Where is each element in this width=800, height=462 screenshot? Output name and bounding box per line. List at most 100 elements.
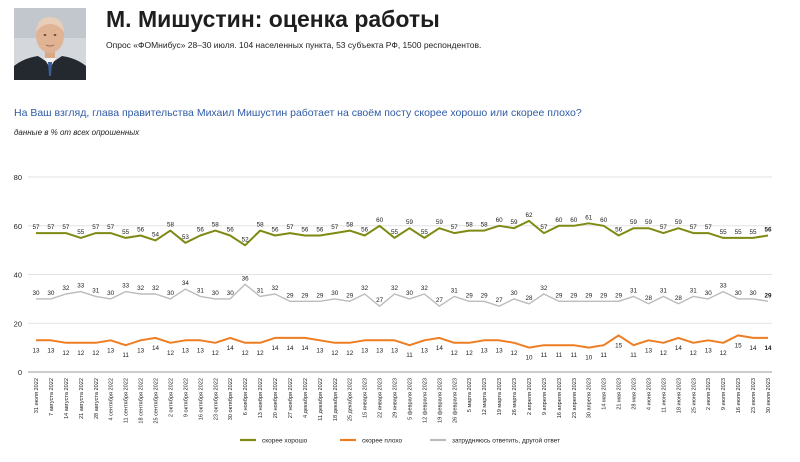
- data-label: 29: [481, 292, 489, 299]
- data-label: 31: [257, 287, 265, 294]
- data-label: 11: [556, 352, 563, 359]
- x-tick-label: 9 октября 2022: [183, 378, 189, 417]
- data-label: 12: [451, 350, 459, 357]
- x-tick-label: 11 июня 2023: [661, 378, 667, 413]
- data-label: 28: [675, 295, 683, 302]
- data-label: 34: [182, 280, 190, 287]
- data-label: 12: [62, 350, 70, 357]
- series-line: [36, 219, 769, 247]
- data-label: 30: [705, 290, 713, 297]
- data-label: 32: [62, 285, 70, 292]
- data-label: 13: [316, 347, 324, 354]
- data-label: 56: [227, 227, 235, 234]
- x-tick-label: 25 декабря 2022: [348, 378, 354, 421]
- data-label: 13: [107, 347, 115, 354]
- data-label: 33: [77, 283, 85, 290]
- x-tick-label: 25 июня 2023: [691, 378, 697, 413]
- legend-label: скорее хорошо: [262, 438, 308, 445]
- data-label: 60: [376, 217, 384, 224]
- data-label: 59: [630, 219, 638, 226]
- data-label: 59: [511, 219, 519, 226]
- data-label: 13: [361, 347, 369, 354]
- series-line: [36, 283, 769, 307]
- data-label: 13: [645, 347, 653, 354]
- x-tick-label: 2 июля 2023: [706, 378, 712, 410]
- data-label: 30: [331, 290, 339, 297]
- y-tick-label: 80: [14, 173, 22, 182]
- data-label: 57: [286, 224, 294, 231]
- x-tick-label: 7 августа 2022: [49, 378, 55, 416]
- data-label: 55: [735, 229, 743, 236]
- data-label: 55: [122, 229, 130, 236]
- data-label: 58: [481, 222, 489, 229]
- data-label: 30: [511, 290, 519, 297]
- data-label: 60: [496, 217, 504, 224]
- data-label: 10: [525, 355, 533, 362]
- data-label: 32: [391, 285, 399, 292]
- data-label: 29: [585, 292, 593, 299]
- data-label: 30: [107, 290, 115, 297]
- data-label: 15: [615, 342, 623, 349]
- data-label: 31: [197, 287, 205, 294]
- data-label: 13: [496, 347, 504, 354]
- page-title: М. Мишустин: оценка работы: [106, 6, 440, 32]
- x-tick-label: 28 августа 2022: [94, 378, 100, 419]
- data-label: 27: [376, 297, 384, 304]
- legend-label: скорее плохо: [362, 438, 403, 445]
- data-label: 54: [152, 231, 160, 238]
- data-label: 14: [675, 345, 683, 352]
- x-tick-label: 30 апреля 2023: [587, 378, 593, 418]
- data-label: 60: [600, 217, 608, 224]
- data-label: 29: [555, 292, 563, 299]
- data-label: 57: [690, 224, 698, 231]
- data-label: 31: [92, 287, 100, 294]
- x-tick-label: 14 мая 2023: [602, 378, 608, 410]
- x-tick-label: 15 января 2023: [363, 378, 369, 418]
- data-label: 31: [690, 287, 698, 294]
- x-tick-label: 20 ноября 2022: [273, 378, 279, 418]
- data-label: 14: [286, 345, 294, 352]
- x-tick-label: 12 марта 2023: [482, 378, 488, 415]
- data-label: 57: [92, 224, 100, 231]
- data-label: 57: [331, 224, 339, 231]
- x-tick-label: 21 августа 2022: [79, 378, 85, 419]
- data-label: 56: [301, 227, 309, 234]
- data-label: 52: [242, 236, 250, 243]
- data-label: 30: [227, 290, 235, 297]
- data-label: 13: [481, 347, 489, 354]
- x-tick-label: 23 октября 2022: [213, 378, 219, 420]
- data-label: 11: [571, 352, 578, 359]
- data-label: 57: [660, 224, 668, 231]
- data-label: 57: [451, 224, 459, 231]
- x-tick-label: 16 июля 2023: [736, 378, 742, 413]
- data-label: 58: [466, 222, 474, 229]
- data-label: 31: [630, 287, 638, 294]
- data-label: 30: [32, 290, 40, 297]
- x-tick-label: 14 августа 2022: [64, 378, 70, 419]
- x-tick-label: 5 марта 2023: [467, 378, 473, 412]
- data-label: 58: [167, 222, 175, 229]
- data-label: 30: [735, 290, 743, 297]
- data-label: 58: [257, 222, 265, 229]
- x-tick-label: 22 января 2023: [378, 378, 384, 418]
- survey-question: На Ваш взгляд, глава правительства Михаи…: [14, 107, 582, 119]
- data-label: 30: [167, 290, 175, 297]
- data-label: 59: [436, 219, 444, 226]
- data-label: 55: [720, 229, 728, 236]
- data-label: 12: [212, 350, 220, 357]
- y-tick-label: 60: [14, 222, 22, 231]
- data-label: 60: [555, 217, 563, 224]
- data-label: 56: [316, 227, 324, 234]
- data-label: 30: [406, 290, 414, 297]
- data-label: 57: [32, 224, 40, 231]
- x-tick-label: 26 февраля 2023: [452, 378, 458, 423]
- data-label: 56: [361, 227, 369, 234]
- x-tick-label: 18 июня 2023: [676, 378, 682, 413]
- data-label: 62: [525, 212, 533, 219]
- data-label: 11: [406, 352, 413, 359]
- data-label: 12: [331, 350, 339, 357]
- data-label: 33: [122, 283, 130, 290]
- x-tick-label: 23 апреля 2023: [572, 378, 578, 418]
- data-label: 56: [272, 227, 280, 234]
- data-label: 11: [630, 352, 637, 359]
